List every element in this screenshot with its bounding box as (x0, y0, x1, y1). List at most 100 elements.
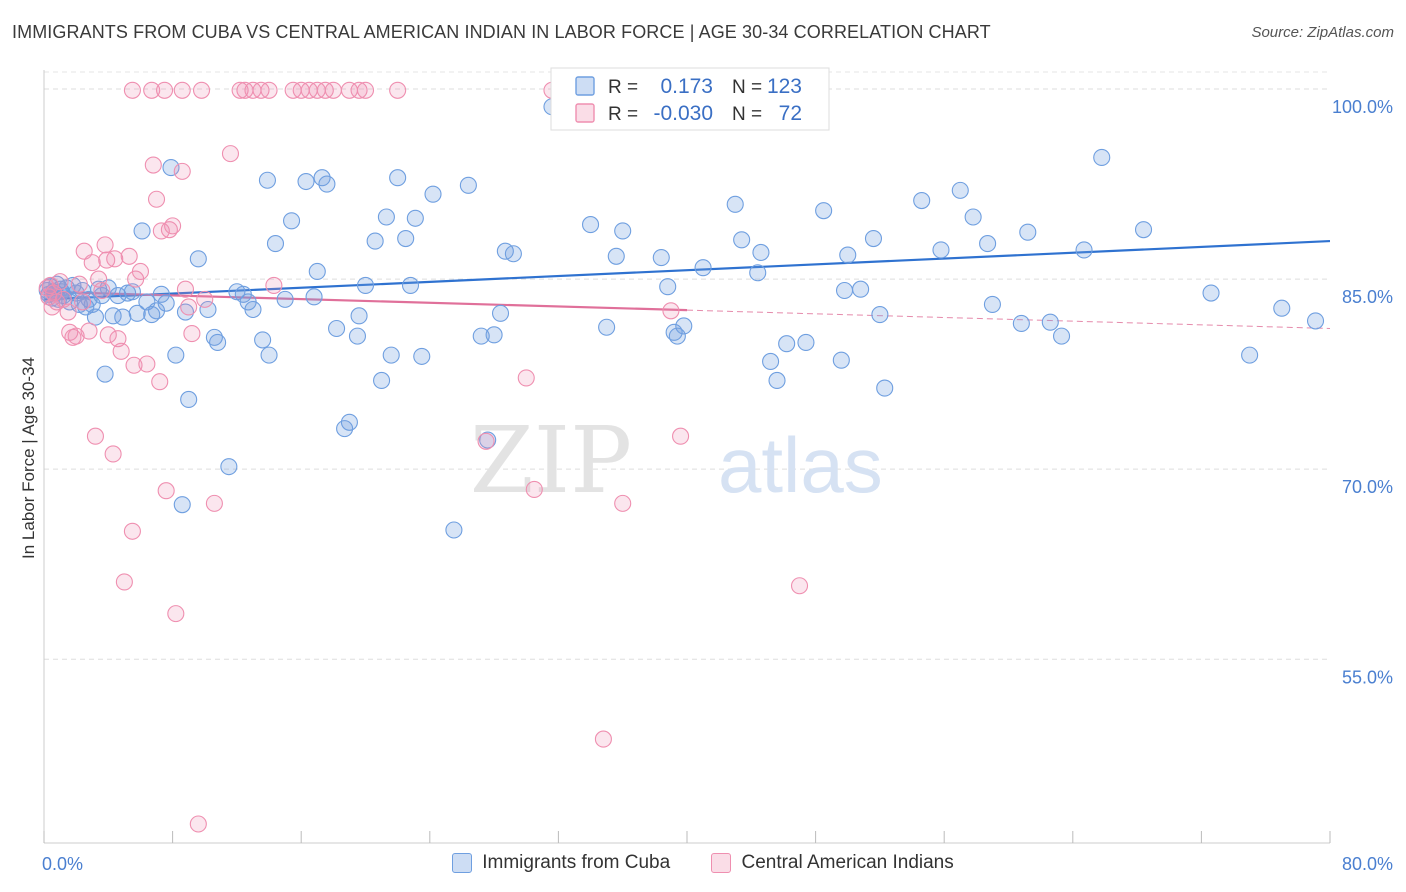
data-point-series-1 (125, 356, 143, 374)
data-point-series-0 (328, 319, 346, 338)
data-point-series-0 (839, 246, 857, 264)
data-point-series-1 (104, 445, 122, 463)
data-point-series-0 (1241, 346, 1259, 364)
data-point-series-1 (196, 290, 214, 308)
data-point-series-0 (318, 175, 336, 193)
data-point-series-0 (459, 176, 477, 194)
data-point-series-0 (377, 208, 395, 226)
data-point-series-0 (413, 347, 431, 365)
data-point-series-0 (1134, 221, 1153, 239)
data-point-series-1 (138, 355, 156, 373)
data-point-series-0 (340, 413, 358, 431)
data-point-series-1 (221, 145, 240, 163)
data-point-series-0 (266, 235, 285, 253)
data-point-series-1 (90, 270, 108, 288)
data-point-series-0 (308, 262, 326, 281)
data-point-series-0 (152, 285, 170, 303)
trend-line-extension-1 (686, 309, 1331, 330)
data-point-series-1 (99, 326, 117, 344)
data-point-series-1 (614, 494, 632, 512)
data-point-series-1 (67, 327, 85, 345)
gridlines (44, 71, 1330, 660)
data-points (38, 80, 1325, 833)
data-point-series-1 (164, 217, 182, 235)
data-point-series-0 (157, 294, 175, 312)
data-point-series-0 (283, 212, 301, 230)
data-point-series-0 (96, 365, 114, 383)
data-point-series-0 (749, 264, 767, 282)
data-point-series-1 (131, 262, 149, 281)
data-point-series-1 (93, 281, 111, 300)
data-point-series-1 (151, 373, 169, 391)
data-point-series-0 (356, 276, 375, 294)
data-point-series-0 (951, 181, 969, 199)
data-point-series-0 (668, 327, 686, 345)
data-point-series-1 (51, 273, 69, 291)
legend-stats-box: R = 0.173 N = 123 R = -0.030 N = 72 (550, 67, 830, 131)
data-point-series-0 (733, 231, 751, 249)
data-point-series-1 (672, 427, 690, 445)
axes (43, 70, 1331, 844)
data-point-series-1 (192, 81, 211, 99)
series-legend: Immigrants from Cuba Central American In… (0, 852, 1406, 879)
data-point-series-0 (366, 232, 384, 250)
data-point-series-0 (832, 351, 850, 369)
data-point-series-1 (389, 81, 407, 99)
data-point-series-0 (260, 346, 278, 364)
data-point-series-0 (389, 169, 407, 187)
data-point-series-0 (876, 379, 894, 397)
data-point-series-0 (871, 306, 889, 324)
legend-item-cuba: Immigrants from Cuba (452, 852, 670, 874)
data-point-series-0 (1093, 148, 1111, 166)
data-point-series-1 (143, 81, 161, 99)
data-point-series-0 (491, 304, 510, 322)
legend-label-central-american-indians: Central American Indians (741, 852, 954, 873)
data-point-series-0 (424, 185, 442, 203)
data-point-series-0 (258, 171, 276, 189)
data-point-series-0 (932, 241, 950, 259)
data-point-series-0 (1012, 314, 1030, 332)
data-point-series-1 (157, 482, 175, 500)
data-point-series-1 (86, 427, 104, 445)
data-point-series-0 (123, 283, 141, 301)
legend-stats-swatch (575, 76, 595, 96)
legend-swatch-central-american-indians (711, 853, 732, 873)
data-point-series-0 (778, 335, 796, 353)
data-point-series-1 (231, 81, 249, 99)
data-point-series-1 (517, 369, 535, 387)
data-point-series-0 (598, 318, 616, 336)
data-point-series-1 (183, 325, 201, 343)
data-point-series-0 (485, 326, 503, 344)
data-point-series-0 (835, 281, 854, 300)
data-point-series-0 (1273, 299, 1291, 317)
watermark: ZIP atlas (470, 407, 883, 514)
data-point-series-0 (254, 331, 272, 349)
legend-r-label: R = (608, 77, 638, 98)
source-credit: Source: ZipAtlas.com (1251, 24, 1394, 41)
data-point-series-1 (167, 605, 185, 623)
data-point-series-0 (815, 202, 833, 220)
chart-title: IMMIGRANTS FROM CUBA VS CENTRAL AMERICAN… (12, 22, 991, 42)
data-point-series-0 (128, 304, 146, 322)
data-point-series-0 (133, 222, 151, 240)
data-point-series-0 (752, 243, 770, 262)
data-point-series-0 (979, 235, 997, 253)
data-point-series-0 (659, 278, 677, 296)
data-point-series-0 (162, 159, 180, 177)
data-point-series-1 (260, 81, 278, 99)
data-point-series-1 (70, 275, 88, 293)
legend-swatch-cuba (452, 853, 473, 873)
data-point-series-0 (726, 195, 744, 213)
data-point-series-0 (350, 307, 368, 325)
data-point-series-0 (1052, 327, 1071, 345)
y-tick-label: 70.0% (1342, 477, 1393, 497)
data-point-series-1 (265, 276, 283, 294)
data-point-series-0 (1041, 313, 1059, 331)
tick-labels: 100.0% 85.0% 70.0% 55.0% 0.0% 80.0% (42, 97, 1393, 874)
data-point-series-0 (297, 172, 315, 191)
data-point-series-0 (1075, 241, 1093, 259)
data-point-series-1 (123, 81, 141, 99)
data-point-series-1 (350, 81, 368, 99)
data-point-series-0 (401, 276, 420, 294)
